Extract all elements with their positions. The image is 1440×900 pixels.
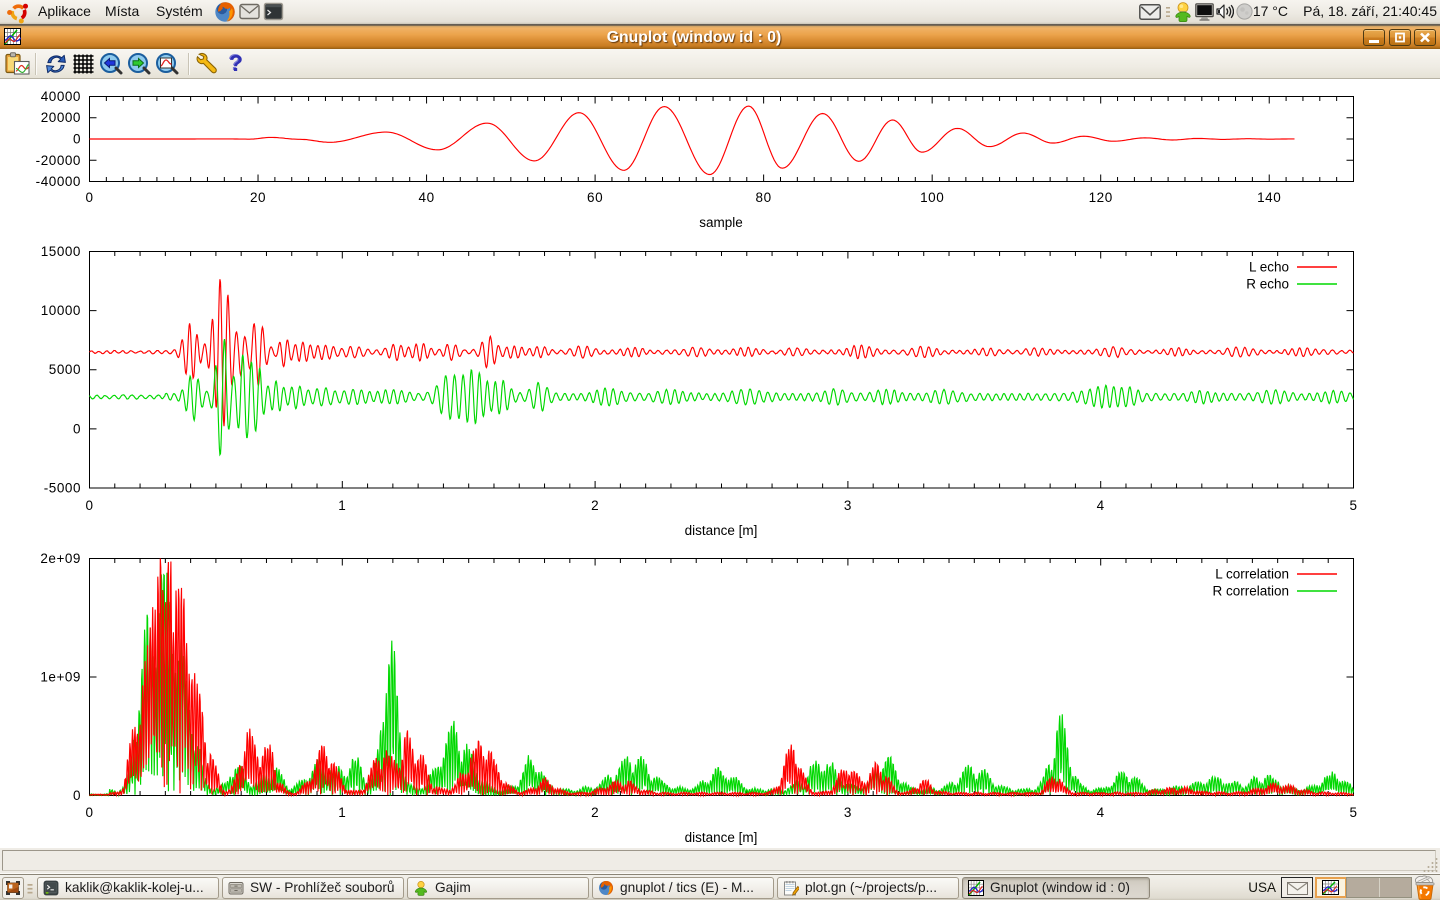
svg-text:3: 3 [844, 498, 852, 513]
svg-text:5: 5 [1349, 498, 1357, 513]
svg-text:80: 80 [756, 190, 772, 205]
svg-text:60: 60 [587, 190, 603, 205]
svg-text:L echo: L echo [1249, 260, 1289, 275]
svg-text:2e+09: 2e+09 [40, 551, 81, 566]
svg-text:3: 3 [844, 805, 852, 820]
svg-text:20000: 20000 [41, 110, 81, 125]
svg-text:0: 0 [73, 421, 81, 436]
svg-text:sample: sample [699, 215, 743, 230]
svg-text:5000: 5000 [49, 362, 81, 377]
svg-text:-5000: -5000 [44, 481, 81, 496]
svg-text:5: 5 [1349, 805, 1357, 820]
svg-text:0: 0 [85, 805, 93, 820]
svg-text:40000: 40000 [41, 89, 81, 104]
svg-text:R echo: R echo [1246, 277, 1289, 292]
svg-text:4: 4 [1097, 498, 1105, 513]
svg-text:100: 100 [920, 190, 944, 205]
svg-text:4: 4 [1097, 805, 1105, 820]
svg-text:1: 1 [338, 498, 346, 513]
svg-text:R correlation: R correlation [1212, 584, 1289, 599]
svg-text:-20000: -20000 [36, 153, 81, 168]
svg-text:0: 0 [85, 190, 93, 205]
svg-text:distance [m]: distance [m] [685, 523, 758, 538]
svg-text:1: 1 [338, 805, 346, 820]
svg-text:0: 0 [73, 788, 81, 803]
svg-text:20: 20 [250, 190, 266, 205]
svg-text:140: 140 [1257, 190, 1281, 205]
svg-text:2: 2 [591, 498, 599, 513]
svg-text:10000: 10000 [41, 303, 81, 318]
svg-text:-40000: -40000 [36, 174, 81, 189]
svg-text:2: 2 [591, 805, 599, 820]
svg-text:distance [m]: distance [m] [685, 830, 758, 845]
svg-text:L correlation: L correlation [1215, 567, 1289, 582]
svg-text:1e+09: 1e+09 [40, 670, 81, 685]
svg-text:40: 40 [419, 190, 435, 205]
svg-text:0: 0 [73, 132, 81, 147]
svg-text:120: 120 [1089, 190, 1113, 205]
svg-text:15000: 15000 [41, 244, 81, 259]
svg-text:0: 0 [85, 498, 93, 513]
